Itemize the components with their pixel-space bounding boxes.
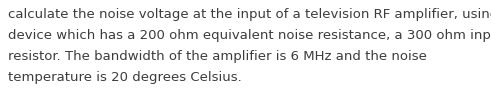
Text: device which has a 200 ohm equivalent noise resistance, a 300 ohm input: device which has a 200 ohm equivalent no… bbox=[8, 29, 491, 42]
Text: resistor. The bandwidth of the amplifier is 6 MHz and the noise: resistor. The bandwidth of the amplifier… bbox=[8, 50, 427, 63]
Text: temperature is 20 degrees Celsius.: temperature is 20 degrees Celsius. bbox=[8, 71, 242, 84]
Text: calculate the noise voltage at the input of a television RF amplifier, using a: calculate the noise voltage at the input… bbox=[8, 8, 491, 21]
